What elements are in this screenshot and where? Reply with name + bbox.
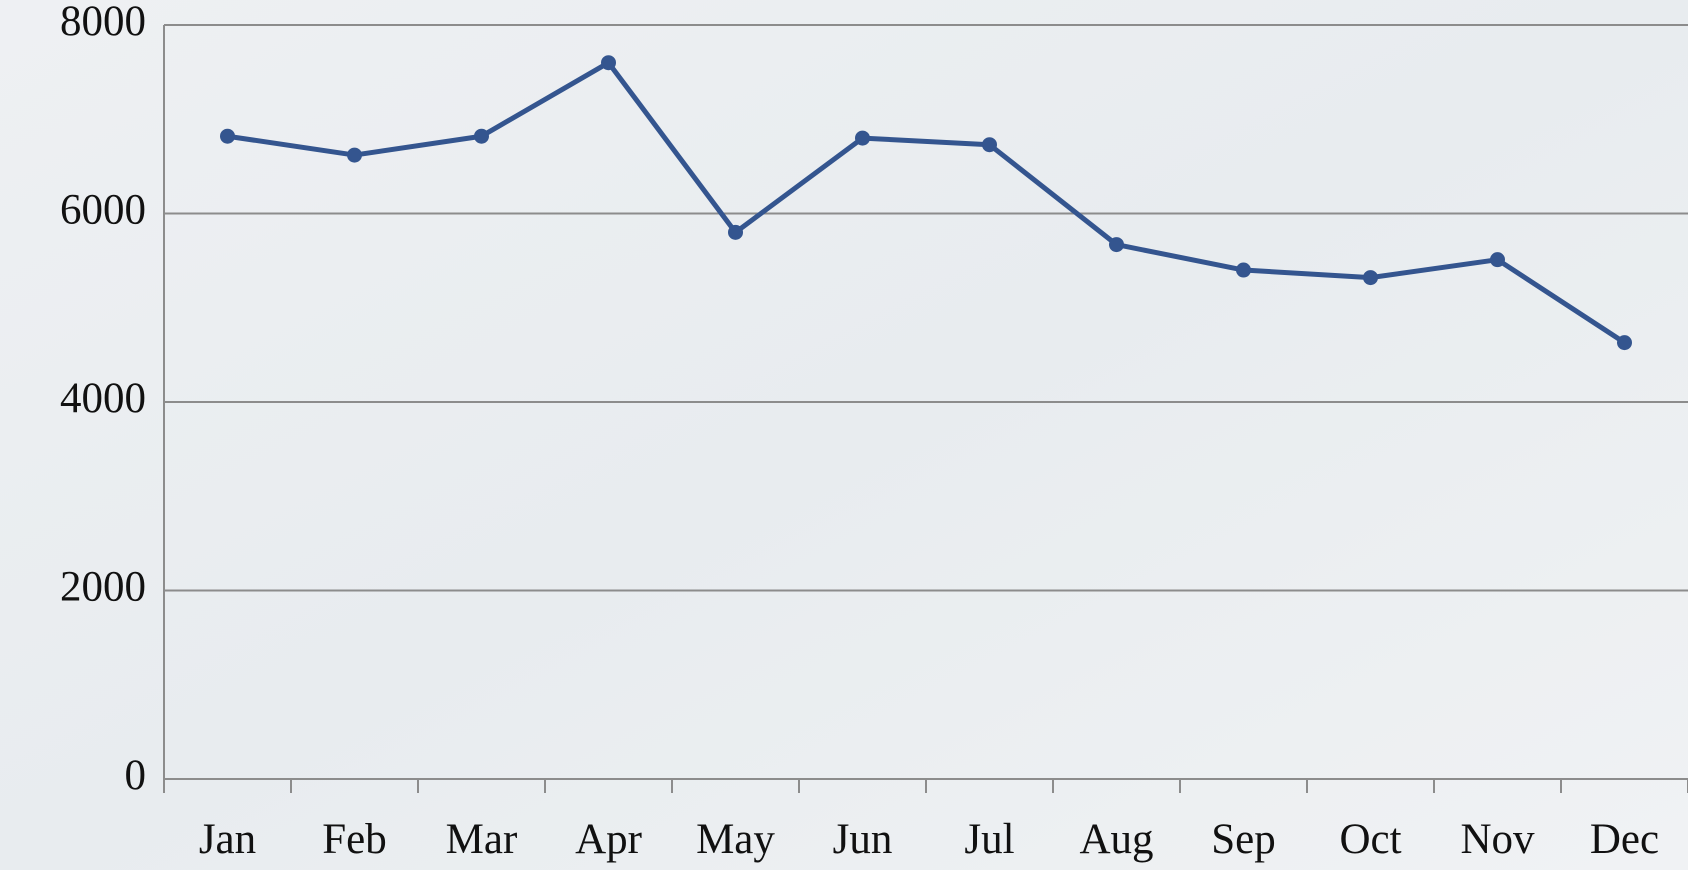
x-tick-label: May <box>696 816 775 863</box>
x-tick-label: Feb <box>322 816 387 863</box>
point <box>474 128 489 144</box>
x-tick-label: Sep <box>1211 816 1276 863</box>
x-tick-label: Jan <box>199 816 256 863</box>
point <box>982 137 997 153</box>
y-tick-label: 6000 <box>60 186 146 233</box>
point <box>728 224 743 240</box>
point <box>1109 237 1124 253</box>
x-tick-label: Oct <box>1339 816 1401 863</box>
point <box>1490 252 1505 268</box>
x-tick-label: Aug <box>1079 816 1153 863</box>
x-tick-label: Dec <box>1590 816 1659 863</box>
x-tick-label: Mar <box>446 816 518 863</box>
y-tick-label: 4000 <box>60 375 146 422</box>
x-tick-label: Apr <box>575 816 642 863</box>
point <box>347 147 362 163</box>
point <box>220 128 235 144</box>
x-tick-label: Jul <box>964 816 1014 863</box>
point <box>601 55 616 71</box>
y-tick-label: 0 <box>125 752 147 799</box>
point <box>1236 262 1251 278</box>
x-tick-label: Nov <box>1460 816 1535 863</box>
point <box>855 130 870 146</box>
point <box>1617 335 1632 351</box>
y-tick-label: 8000 <box>60 0 146 45</box>
x-tick-label: Jun <box>833 816 893 863</box>
point <box>1363 270 1378 286</box>
y-tick-label: 2000 <box>60 563 146 610</box>
line <box>227 60 1626 345</box>
